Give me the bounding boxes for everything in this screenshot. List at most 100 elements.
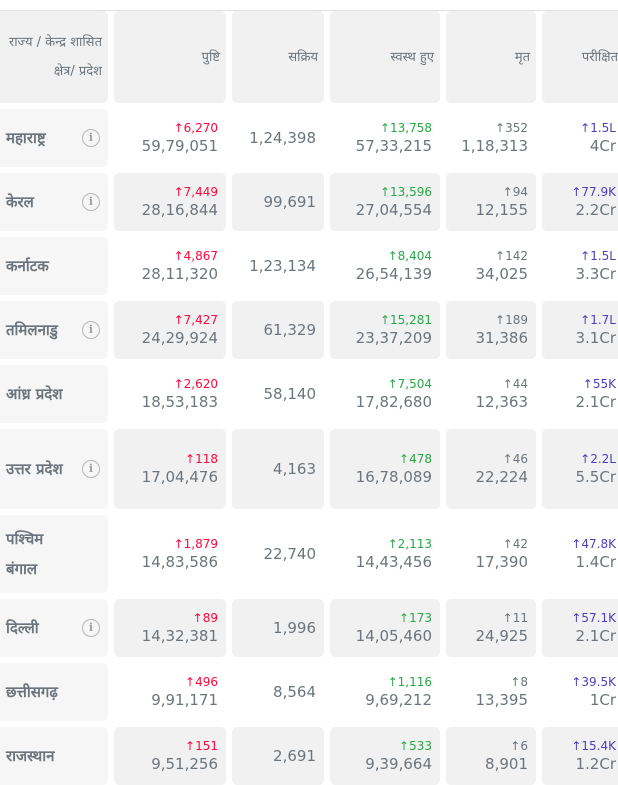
state-cell[interactable]: तमिलनाडु i bbox=[0, 301, 108, 359]
active-cell: 4,163 bbox=[232, 429, 324, 509]
info-circle-icon[interactable]: i bbox=[82, 193, 100, 211]
confirmed-delta: ↑496 bbox=[185, 675, 218, 689]
header-state[interactable]: राज्य / केन्द्र शासित क्षेत्र/ प्रदेश bbox=[0, 11, 108, 103]
confirmed-value: 9,91,171 bbox=[151, 691, 218, 709]
info-circle-icon[interactable]: i bbox=[82, 321, 100, 339]
state-name[interactable]: छत्तीसगढ़ bbox=[6, 683, 58, 701]
deceased-value: 17,390 bbox=[475, 553, 529, 571]
confirmed-cell: ↑1,879 14,83,586 bbox=[114, 515, 226, 593]
tested-value: 4Cr bbox=[589, 137, 616, 155]
confirmed-delta: ↑7,427 bbox=[173, 313, 218, 327]
tested-delta: ↑39.5K bbox=[571, 675, 616, 689]
confirmed-delta: ↑151 bbox=[185, 739, 218, 753]
state-cell[interactable]: दिल्ली i bbox=[0, 599, 108, 657]
state-name[interactable]: केरल bbox=[6, 193, 34, 211]
recovered-delta: ↑1,116 bbox=[387, 675, 432, 689]
recovered-cell: ↑7,504 17,82,680 bbox=[330, 365, 440, 423]
state-name[interactable]: पश्चिम बंगाल bbox=[6, 530, 44, 578]
recovered-cell: ↑13,758 57,33,215 bbox=[330, 109, 440, 167]
recovered-value: 17,82,680 bbox=[355, 393, 432, 411]
confirmed-cell: ↑6,270 59,79,051 bbox=[114, 109, 226, 167]
tested-delta: ↑55K bbox=[582, 377, 616, 391]
tested-cell: ↑77.9K 2.2Cr bbox=[542, 173, 618, 231]
state-name[interactable]: कर्नाटक bbox=[6, 257, 49, 275]
deceased-value: 22,224 bbox=[475, 468, 529, 486]
tested-delta: ↑57.1K bbox=[571, 611, 616, 625]
active-cell: 58,140 bbox=[232, 365, 324, 423]
recovered-delta: ↑533 bbox=[399, 739, 432, 753]
recovered-value: 14,05,460 bbox=[355, 627, 432, 645]
confirmed-cell: ↑151 9,51,256 bbox=[114, 727, 226, 785]
state-cell[interactable]: कर्नाटक bbox=[0, 237, 108, 295]
state-cell[interactable]: उत्तर प्रदेश i bbox=[0, 429, 108, 509]
active-value: 8,564 bbox=[273, 683, 316, 701]
tested-cell: ↑2.2L 5.5Cr bbox=[542, 429, 618, 509]
confirmed-value: 28,11,320 bbox=[141, 265, 218, 283]
confirmed-cell: ↑2,620 18,53,183 bbox=[114, 365, 226, 423]
state-name[interactable]: महाराष्ट्र bbox=[6, 129, 46, 147]
state-cell[interactable]: राजस्थान bbox=[0, 727, 108, 785]
tested-value: 2.1Cr bbox=[575, 627, 617, 645]
recovered-delta: ↑8,404 bbox=[387, 249, 432, 263]
header-recovered[interactable]: स्वस्थ हुए bbox=[330, 11, 440, 103]
tested-delta: ↑1.5L bbox=[580, 249, 616, 263]
recovered-cell: ↑13,596 27,04,554 bbox=[330, 173, 440, 231]
recovered-delta: ↑2,113 bbox=[387, 537, 432, 551]
deceased-cell: ↑44 12,363 bbox=[446, 365, 536, 423]
state-name[interactable]: आंध्र प्रदेश bbox=[6, 385, 63, 403]
active-cell: 1,24,398 bbox=[232, 109, 324, 167]
tested-delta: ↑47.8K bbox=[571, 537, 616, 551]
deceased-delta: ↑352 bbox=[495, 121, 528, 135]
confirmed-value: 9,51,256 bbox=[151, 755, 218, 773]
info-circle-icon[interactable]: i bbox=[82, 129, 100, 147]
confirmed-cell: ↑118 17,04,476 bbox=[114, 429, 226, 509]
state-name[interactable]: राजस्थान bbox=[6, 747, 55, 765]
confirmed-value: 14,83,586 bbox=[141, 553, 218, 571]
state-cell[interactable]: आंध्र प्रदेश bbox=[0, 365, 108, 423]
deceased-delta: ↑42 bbox=[502, 537, 528, 551]
deceased-value: 12,155 bbox=[475, 201, 529, 219]
deceased-delta: ↑46 bbox=[502, 452, 528, 466]
tested-cell: ↑57.1K 2.1Cr bbox=[542, 599, 618, 657]
recovered-cell: ↑173 14,05,460 bbox=[330, 599, 440, 657]
header-confirmed[interactable]: पुष्टि bbox=[114, 11, 226, 103]
recovered-value: 9,69,212 bbox=[365, 691, 432, 709]
recovered-value: 14,43,456 bbox=[355, 553, 432, 571]
header-deceased[interactable]: मृत bbox=[446, 11, 536, 103]
recovered-delta: ↑173 bbox=[399, 611, 432, 625]
deceased-delta: ↑11 bbox=[502, 611, 528, 625]
tested-value: 2.2Cr bbox=[575, 201, 617, 219]
active-cell: 61,329 bbox=[232, 301, 324, 359]
info-circle-icon[interactable]: i bbox=[82, 619, 100, 637]
active-value: 1,23,134 bbox=[249, 257, 316, 275]
active-value: 2,691 bbox=[273, 747, 316, 765]
deceased-value: 12,363 bbox=[475, 393, 529, 411]
active-value: 58,140 bbox=[263, 385, 317, 403]
deceased-value: 34,025 bbox=[475, 265, 529, 283]
recovered-cell: ↑478 16,78,089 bbox=[330, 429, 440, 509]
active-value: 1,24,398 bbox=[249, 129, 316, 147]
state-cell[interactable]: छत्तीसगढ़ bbox=[0, 663, 108, 721]
recovered-delta: ↑7,504 bbox=[387, 377, 432, 391]
active-value: 22,740 bbox=[263, 545, 317, 563]
deceased-delta: ↑189 bbox=[495, 313, 528, 327]
recovered-delta: ↑13,596 bbox=[379, 185, 432, 199]
state-name[interactable]: तमिलनाडु bbox=[6, 321, 58, 339]
recovered-delta: ↑15,281 bbox=[379, 313, 432, 327]
state-cell[interactable]: पश्चिम बंगाल bbox=[0, 515, 108, 593]
state-cell[interactable]: केरल i bbox=[0, 173, 108, 231]
active-cell: 99,691 bbox=[232, 173, 324, 231]
info-circle-icon[interactable]: i bbox=[82, 460, 100, 478]
confirmed-delta: ↑89 bbox=[192, 611, 218, 625]
state-name[interactable]: दिल्ली bbox=[6, 619, 39, 637]
active-cell: 1,23,134 bbox=[232, 237, 324, 295]
state-table: राज्य / केन्द्र शासित क्षेत्र/ प्रदेश पु… bbox=[0, 11, 618, 785]
state-cell[interactable]: महाराष्ट्र i bbox=[0, 109, 108, 167]
header-tested[interactable]: परीक्षित bbox=[542, 11, 618, 103]
state-name[interactable]: उत्तर प्रदेश bbox=[6, 460, 63, 478]
tested-cell: ↑1.7L 3.1Cr bbox=[542, 301, 618, 359]
active-cell: 8,564 bbox=[232, 663, 324, 721]
header-active[interactable]: सक्रिय bbox=[232, 11, 324, 103]
tested-delta: ↑1.5L bbox=[580, 121, 616, 135]
active-value: 99,691 bbox=[263, 193, 317, 211]
